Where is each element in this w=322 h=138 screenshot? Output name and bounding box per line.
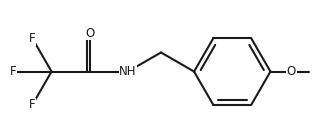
Text: O: O (287, 65, 296, 78)
Text: F: F (10, 65, 17, 78)
Text: F: F (29, 98, 36, 111)
Text: O: O (85, 27, 94, 40)
Text: F: F (29, 32, 36, 45)
Text: NH: NH (119, 65, 137, 78)
